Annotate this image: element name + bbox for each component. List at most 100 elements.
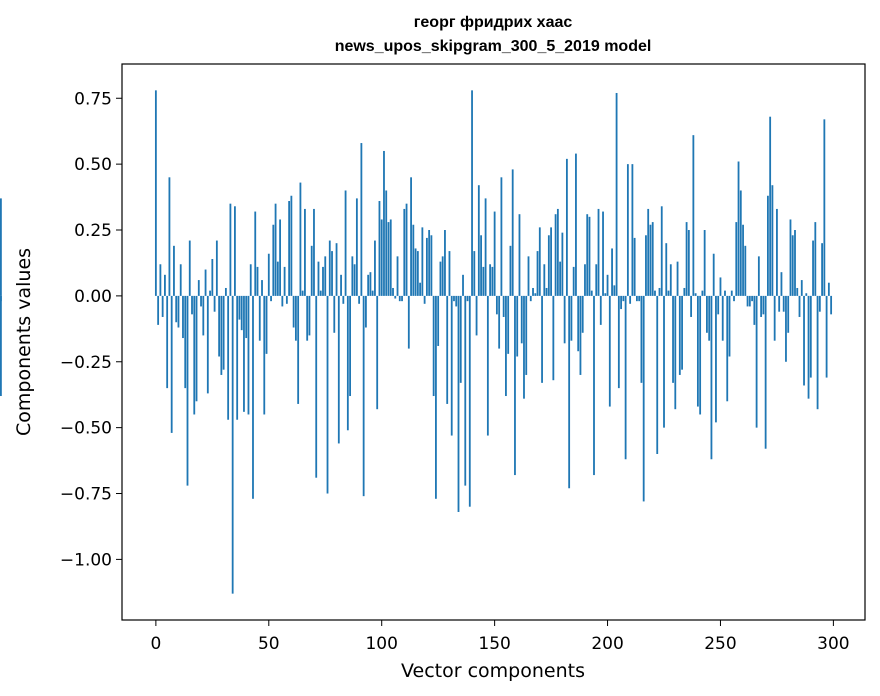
bar bbox=[317, 261, 320, 296]
bar bbox=[620, 295, 622, 310]
bar bbox=[362, 295, 365, 497]
bar bbox=[159, 264, 162, 296]
bar bbox=[484, 198, 487, 296]
bar bbox=[676, 261, 679, 296]
bar bbox=[663, 295, 665, 428]
bar bbox=[304, 208, 306, 296]
bar bbox=[306, 295, 309, 341]
bar bbox=[301, 290, 304, 296]
bar bbox=[622, 295, 625, 302]
bar bbox=[186, 295, 189, 486]
bar bbox=[687, 230, 690, 296]
bar bbox=[669, 264, 672, 296]
bar bbox=[324, 256, 327, 296]
bar bbox=[394, 295, 397, 299]
bar bbox=[737, 161, 740, 296]
bar bbox=[480, 235, 482, 296]
bar bbox=[279, 219, 281, 296]
bar bbox=[285, 295, 288, 304]
bar bbox=[164, 274, 166, 296]
bar bbox=[791, 235, 794, 296]
bar bbox=[703, 230, 706, 296]
bar bbox=[430, 235, 433, 296]
y-tick-label: 0.00 bbox=[74, 287, 112, 307]
bar bbox=[423, 295, 426, 304]
bar bbox=[353, 264, 356, 296]
bar bbox=[760, 295, 763, 317]
bar bbox=[326, 295, 329, 494]
bar bbox=[757, 256, 760, 296]
bar bbox=[543, 264, 546, 296]
bar bbox=[827, 282, 830, 296]
bar bbox=[660, 206, 663, 296]
y-tick-label: −0.75 bbox=[60, 485, 112, 505]
bar bbox=[511, 169, 514, 296]
bar bbox=[816, 295, 819, 410]
bar bbox=[529, 295, 532, 302]
bar bbox=[308, 295, 311, 336]
x-tick-label: 0 bbox=[150, 634, 161, 654]
bar bbox=[631, 164, 634, 296]
bar bbox=[405, 203, 408, 296]
bar bbox=[166, 295, 169, 389]
bar bbox=[638, 295, 641, 302]
bar bbox=[742, 224, 744, 296]
bar bbox=[805, 293, 808, 296]
bar bbox=[629, 295, 632, 304]
bar bbox=[769, 116, 772, 296]
bar bbox=[365, 295, 367, 328]
bar bbox=[608, 295, 611, 407]
bar bbox=[719, 277, 722, 296]
bar bbox=[780, 272, 783, 296]
bar bbox=[389, 219, 392, 296]
bar bbox=[407, 295, 410, 349]
bar bbox=[313, 208, 315, 296]
bar bbox=[656, 295, 659, 454]
x-tick-label: 150 bbox=[478, 634, 510, 654]
bar bbox=[335, 243, 338, 296]
x-tick-label: 250 bbox=[704, 634, 736, 654]
bar bbox=[243, 295, 245, 412]
bar bbox=[649, 224, 652, 296]
bar bbox=[647, 208, 650, 296]
bar bbox=[565, 158, 568, 296]
bar bbox=[446, 295, 449, 404]
bar bbox=[385, 190, 388, 296]
bar bbox=[455, 295, 458, 307]
bar bbox=[712, 253, 715, 296]
bar bbox=[785, 295, 787, 362]
bar bbox=[640, 295, 643, 383]
bar bbox=[261, 280, 263, 296]
bar bbox=[432, 295, 435, 397]
bar bbox=[516, 295, 519, 357]
bar bbox=[534, 293, 537, 296]
bar bbox=[735, 222, 738, 296]
y-axis-label: Components values bbox=[13, 248, 35, 436]
bar bbox=[498, 295, 501, 349]
bar bbox=[254, 211, 257, 296]
bar bbox=[818, 295, 821, 312]
bar bbox=[157, 295, 160, 325]
bars-group bbox=[0, 90, 833, 594]
bar bbox=[168, 177, 171, 296]
bar bbox=[726, 295, 729, 402]
bar bbox=[794, 230, 796, 296]
bar bbox=[807, 295, 810, 399]
bar bbox=[751, 295, 753, 302]
bar bbox=[710, 295, 713, 460]
bar bbox=[371, 290, 374, 296]
bar bbox=[518, 214, 521, 296]
x-tick-label: 200 bbox=[591, 634, 623, 654]
bar bbox=[224, 287, 227, 296]
bar bbox=[0, 198, 2, 296]
bar bbox=[502, 295, 505, 317]
bar bbox=[554, 214, 557, 296]
bar bbox=[617, 295, 620, 389]
bar bbox=[475, 295, 478, 336]
bar bbox=[342, 295, 345, 304]
bar bbox=[773, 295, 776, 341]
bar bbox=[674, 295, 677, 410]
bar bbox=[439, 261, 442, 296]
bar bbox=[276, 261, 279, 296]
